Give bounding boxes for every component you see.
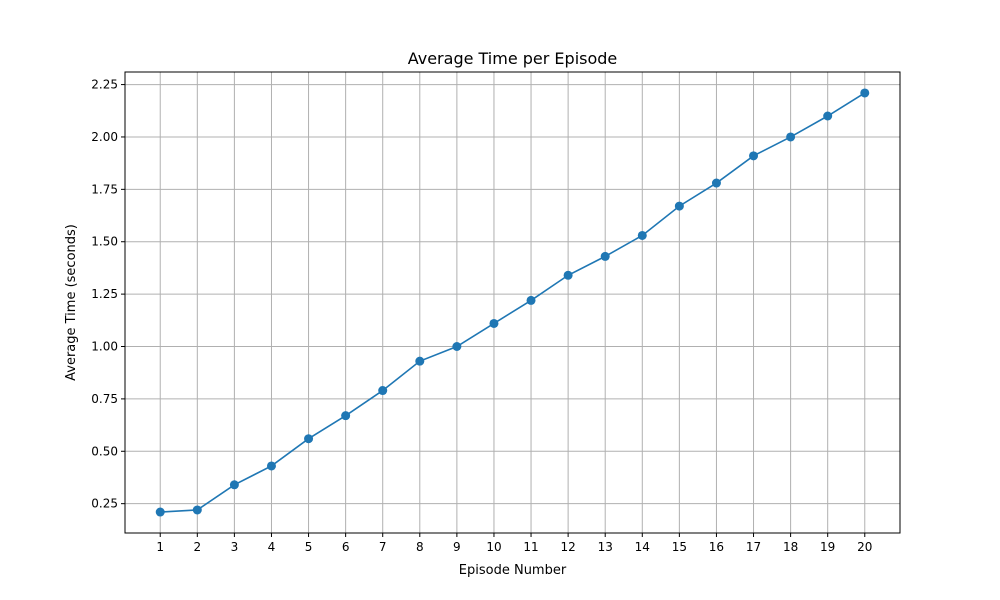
axis-ticks: 1 2 3 4 5 6 7 8 9 10 11 12 13 14 15 16 17 18 19 200.250.500… [91, 78, 872, 554]
x-tick-label: 5 [305, 540, 313, 554]
data-point [192, 505, 202, 515]
x-tick-label: 8 [416, 540, 424, 554]
data-point [786, 132, 796, 142]
chart-title: Average Time per Episode [408, 49, 618, 68]
x-tick-label: 4 [268, 540, 276, 554]
x-tick-label: 11 [523, 540, 538, 554]
y-tick-label: 2.25 [91, 78, 118, 92]
plot-frame [124, 71, 901, 534]
data-point [637, 230, 647, 240]
x-tick-label: 7 [379, 540, 387, 554]
data-point [341, 411, 351, 421]
data-point [749, 151, 759, 161]
y-axis-label: Average Time (seconds) [64, 224, 79, 381]
data-point [452, 342, 462, 352]
data-point [155, 507, 165, 517]
data-point [563, 270, 573, 280]
x-tick-label: 12 [560, 540, 575, 554]
x-tick-label: 15 [672, 540, 687, 554]
x-tick-label: 6 [342, 540, 350, 554]
x-tick-label: 17 [746, 540, 761, 554]
x-tick-label: 10 [486, 540, 501, 554]
x-tick-label: 14 [635, 540, 650, 554]
x-tick-label: 2 [193, 540, 201, 554]
grid [125, 72, 900, 533]
y-tick-label: 1.25 [91, 287, 118, 301]
x-tick-label: 3 [231, 540, 239, 554]
data-point [415, 356, 425, 366]
x-tick-label: 1 [156, 540, 164, 554]
y-tick-label: 1.75 [91, 182, 118, 196]
x-axis-label: Episode Number [459, 563, 567, 578]
y-tick-label: 0.50 [91, 444, 118, 458]
data-point [266, 461, 276, 471]
data-point [229, 480, 239, 490]
x-tick-label: 18 [783, 540, 798, 554]
data-point [304, 434, 314, 444]
y-tick-label: 2.00 [91, 130, 118, 144]
x-tick-label: 13 [598, 540, 613, 554]
data-point [489, 318, 499, 328]
data-point [526, 295, 536, 305]
x-tick-label: 20 [857, 540, 872, 554]
series-line [160, 92, 866, 513]
y-tick-label: 0.75 [91, 392, 118, 406]
data-point [860, 88, 870, 98]
data-point [674, 201, 684, 211]
data-point [823, 111, 833, 121]
x-tick-label: 9 [453, 540, 461, 554]
data-point [378, 386, 388, 396]
x-tick-label: 19 [820, 540, 835, 554]
data-point [600, 251, 610, 261]
y-tick-label: 1.00 [91, 340, 118, 354]
data-point [711, 178, 721, 188]
x-tick-label: 16 [709, 540, 724, 554]
series-average-time [155, 88, 870, 517]
y-tick-label: 1.50 [91, 235, 118, 249]
y-tick-label: 0.25 [91, 497, 118, 511]
